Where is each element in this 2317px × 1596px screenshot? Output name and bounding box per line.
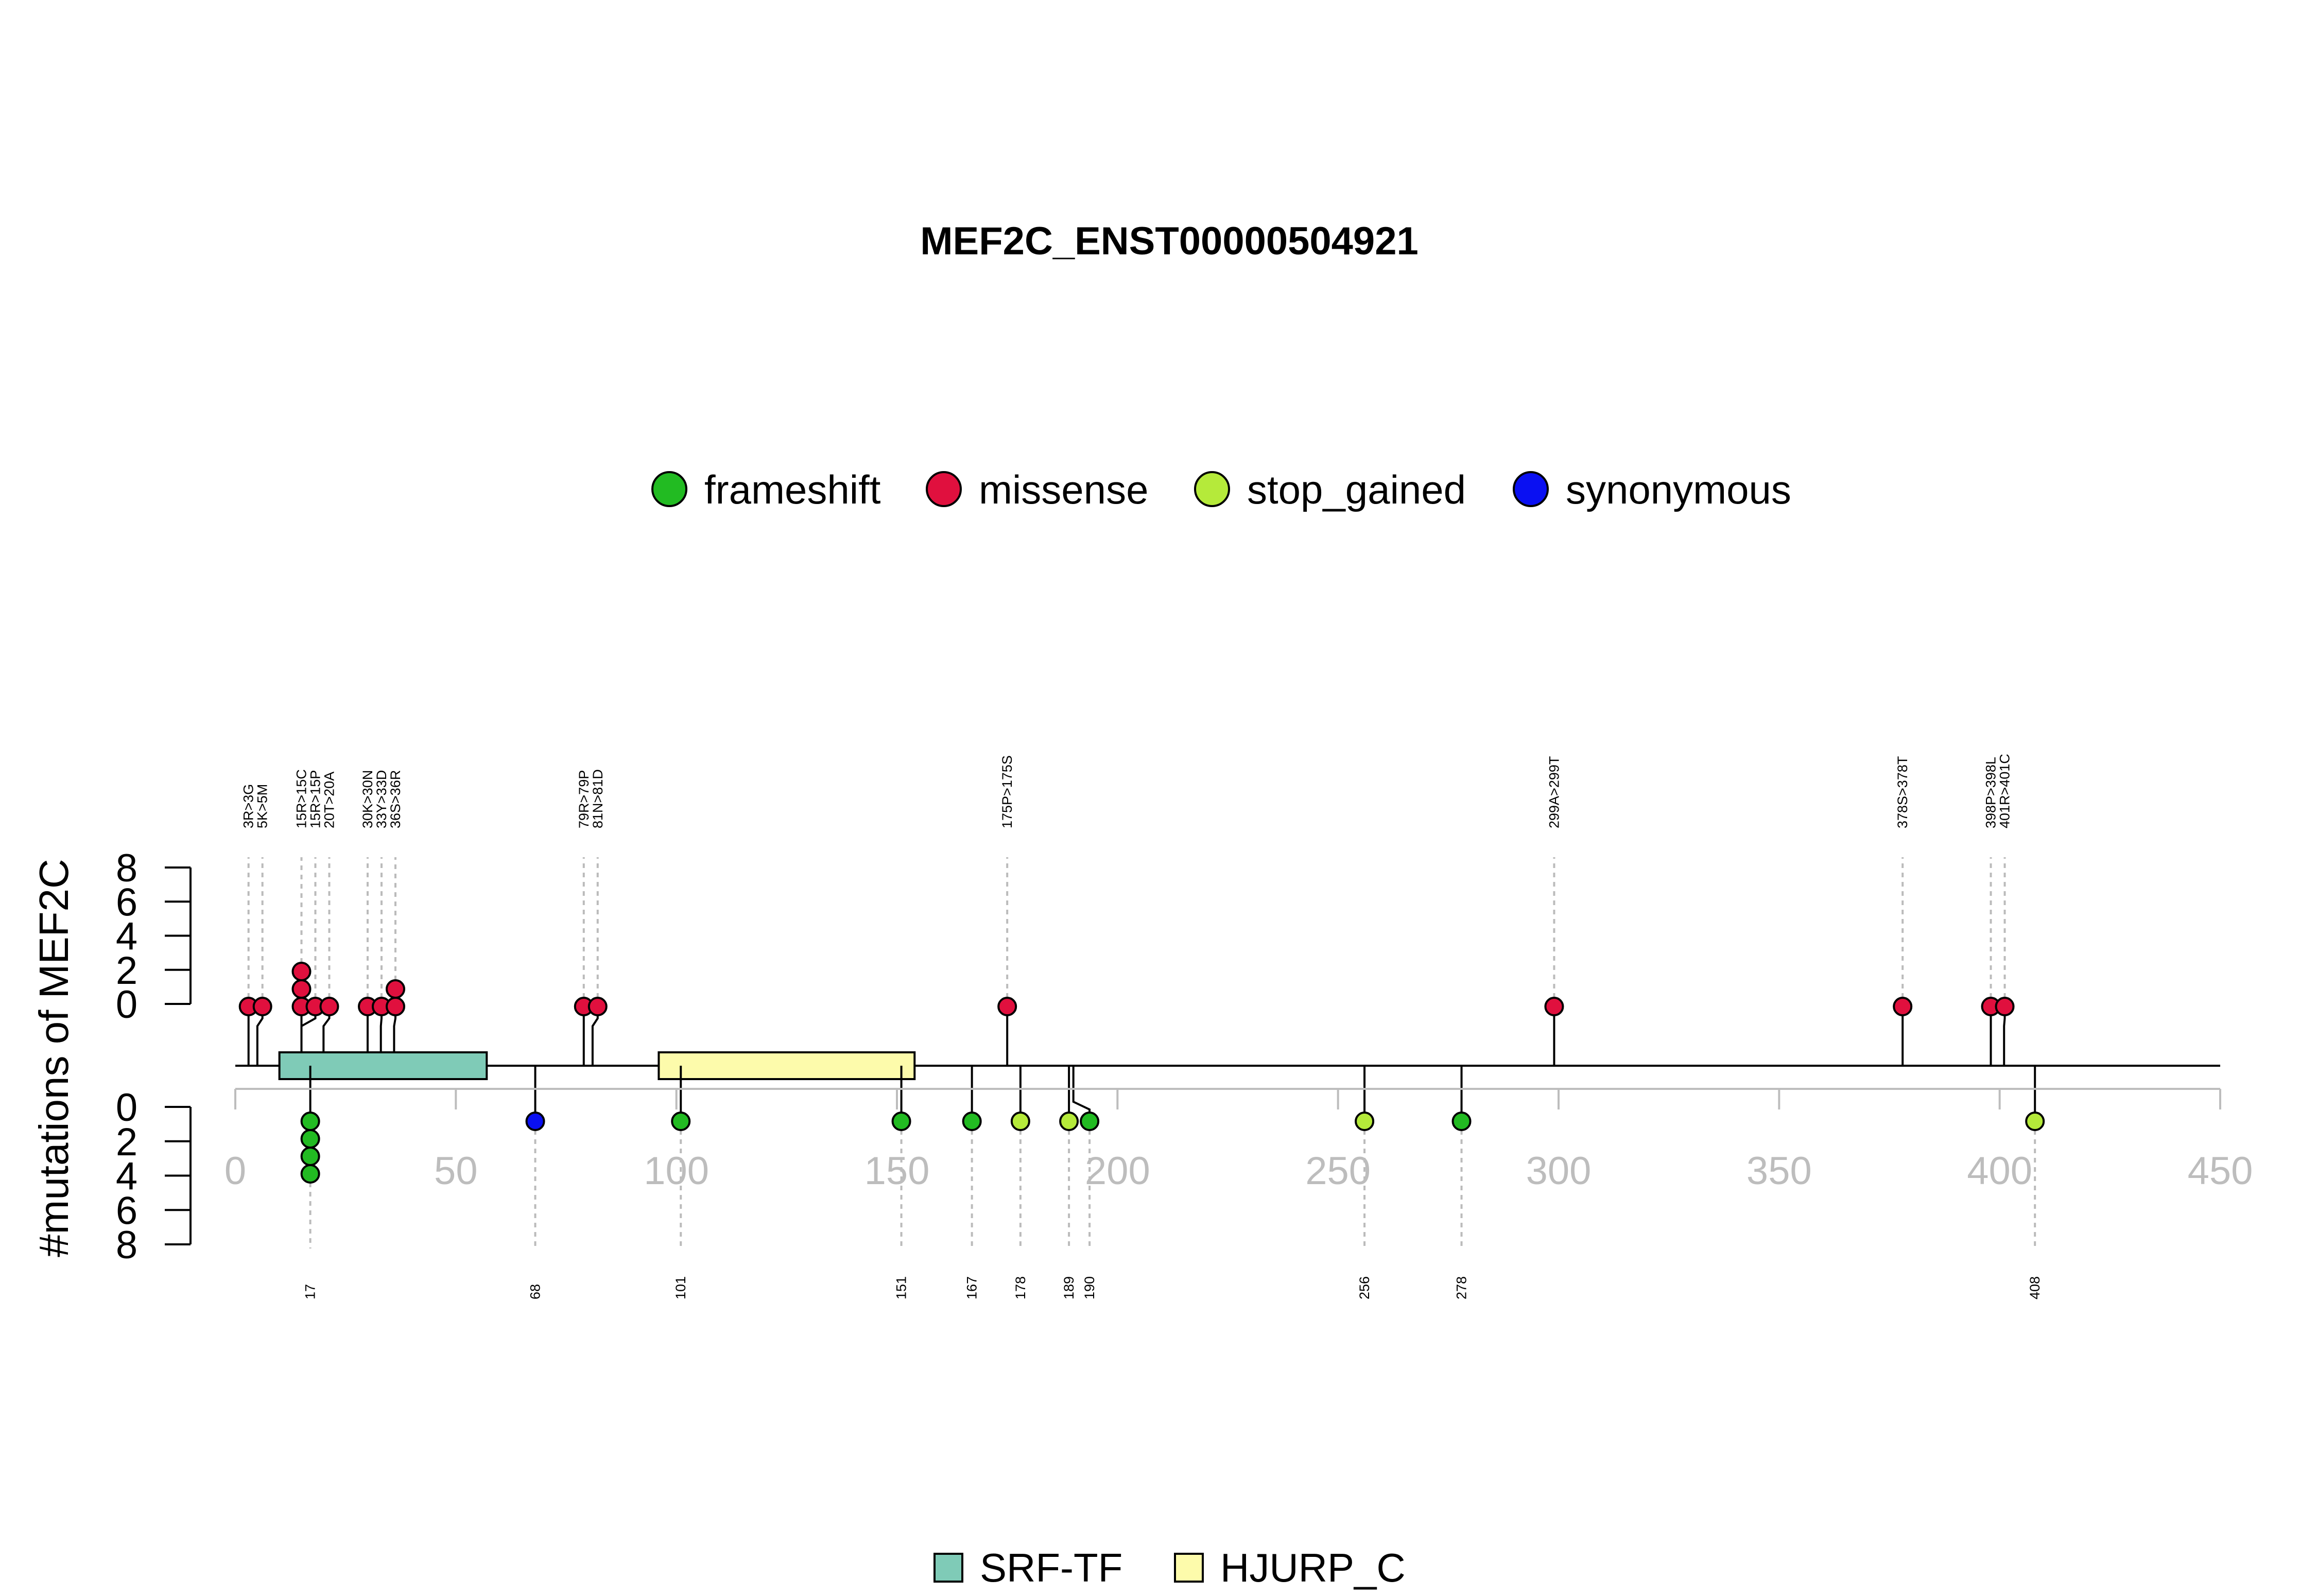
upper-point <box>291 979 312 999</box>
domain-HJURP_C <box>658 1051 916 1080</box>
upper-point <box>291 962 312 981</box>
upper-mutation-label: 36S>36R <box>388 770 403 828</box>
upper-point <box>997 997 1017 1016</box>
lower-mutations: 17 68 101 151 167 178 189 190 256 278 408 <box>300 1066 2045 1299</box>
x-tick-label: 150 <box>864 1149 930 1193</box>
chart-title: MEF2C_ENST00000504921 <box>920 219 1418 263</box>
x-tick-label: 250 <box>1305 1149 1371 1193</box>
protein-track <box>235 1051 2220 1080</box>
lower-mutation-label: 101 <box>673 1276 688 1299</box>
lower-mutation-label: 408 <box>2027 1276 2043 1299</box>
lower-mutation-label: 151 <box>894 1276 909 1299</box>
lower-point <box>1355 1112 1375 1131</box>
y-axis-label: #mutations of MEF2C <box>31 859 77 1257</box>
upper-mutation-label: 401R>401C <box>1997 754 2013 828</box>
upper-y-tick-label: 8 <box>116 846 137 890</box>
upper-mutation-label: 79R>79P <box>576 770 592 828</box>
upper-mutation-label: 378S>378T <box>1895 756 1910 828</box>
lower-mutation-label: 68 <box>528 1284 543 1299</box>
upper-y-tick-label: 2 <box>116 949 137 993</box>
lower-point <box>1451 1112 1472 1131</box>
lower-mutation-label: 167 <box>964 1276 980 1299</box>
upper-point <box>252 997 272 1016</box>
lower-mutation-label: 256 <box>1357 1276 1372 1299</box>
upper-mutation-label: 81N>81D <box>590 769 606 828</box>
legend-swatch-stop_gained <box>1194 471 1230 507</box>
lower-mutation-label: 190 <box>1082 1276 1097 1299</box>
lower-mutation-label: 189 <box>1061 1276 1077 1299</box>
lower-point <box>671 1112 691 1131</box>
lower-y-tick-label: 6 <box>116 1189 137 1233</box>
domain-SRF-TF <box>278 1051 488 1080</box>
legend-swatch-missense <box>926 471 962 507</box>
upper-y-tick-label: 4 <box>116 915 137 959</box>
domain-legend-swatch-SRF-TF <box>933 1553 963 1583</box>
lower-y-tick-label: 0 <box>116 1086 137 1130</box>
domain-legend: SRF-TF HJURP_C <box>933 1545 1406 1590</box>
x-tick-label: 350 <box>1747 1149 1812 1193</box>
upper-point <box>386 997 405 1016</box>
legend-label-stop_gained: stop_gained <box>1247 467 1466 512</box>
lower-mutation-label: 17 <box>303 1284 318 1299</box>
x-tick-label: 400 <box>1967 1149 2032 1193</box>
upper-mutation-label: 5K>5M <box>255 784 270 828</box>
upper-mutation-label: 175P>175S <box>999 755 1015 828</box>
lower-point <box>1059 1112 1079 1131</box>
lower-point <box>962 1112 982 1131</box>
lower-point <box>300 1129 320 1149</box>
legend-label-missense: missense <box>979 467 1148 512</box>
domain-legend-label-SRF-TF: SRF-TF <box>980 1545 1122 1590</box>
x-tick-label: 300 <box>1526 1149 1592 1193</box>
upper-mutation-label: 15R>15P <box>308 770 323 828</box>
x-tick-label: 100 <box>644 1149 709 1193</box>
domain-legend-label-HJURP_C: HJURP_C <box>1220 1545 1406 1590</box>
upper-mutation-label: 33Y>33D <box>374 770 389 828</box>
lower-point <box>891 1112 911 1131</box>
upper-point <box>386 979 405 999</box>
upper-mutation-label: 30K>30N <box>360 770 375 828</box>
legend-label-frameshift: frameshift <box>704 467 881 512</box>
upper-point <box>1893 997 1913 1016</box>
upper-point <box>1544 997 1564 1016</box>
domain-legend-swatch-HJURP_C <box>1174 1553 1204 1583</box>
upper-mutation-label: 15R>15C <box>294 769 309 828</box>
upper-point <box>1995 997 2015 1016</box>
lower-point <box>300 1112 320 1131</box>
lower-point <box>2025 1112 2045 1131</box>
legend-swatch-synonymous <box>1513 471 1549 507</box>
mutation-type-legend: frameshift missense stop_gained synonymous <box>651 467 1791 512</box>
lower-mutation-label: 178 <box>1013 1276 1028 1299</box>
legend-label-synonymous: synonymous <box>1566 467 1791 512</box>
lower-point <box>300 1164 320 1184</box>
upper-mutation-label: 3R>3G <box>241 784 256 828</box>
lower-y-tick-label: 2 <box>116 1120 137 1164</box>
upper-y-tick-label: 6 <box>116 880 137 924</box>
x-tick-label: 200 <box>1085 1149 1150 1193</box>
x-axis: 0 50 100 150 200 250 300 350 400 450 <box>224 1088 2253 1193</box>
x-tick-label: 50 <box>434 1149 478 1193</box>
upper-mutation-label: 20T>20A <box>322 772 337 828</box>
upper-y-tick-label: 0 <box>116 983 137 1027</box>
upper-mutation-label: 299A>299T <box>1546 756 1562 828</box>
upper-point <box>587 997 608 1016</box>
upper-mutation-label: 398P>398L <box>1983 757 1999 828</box>
legend-swatch-frameshift <box>651 471 687 507</box>
lower-point <box>1010 1112 1030 1131</box>
lower-point <box>300 1147 320 1166</box>
upper-point <box>319 997 339 1016</box>
x-tick-label: 0 <box>224 1149 246 1193</box>
lower-point <box>1080 1112 1100 1131</box>
x-tick-label: 450 <box>2188 1149 2253 1193</box>
lower-y-tick-label: 4 <box>116 1155 137 1199</box>
lower-mutation-label: 278 <box>1454 1276 1469 1299</box>
lower-y-tick-label: 8 <box>116 1223 137 1267</box>
lower-point <box>525 1112 545 1131</box>
